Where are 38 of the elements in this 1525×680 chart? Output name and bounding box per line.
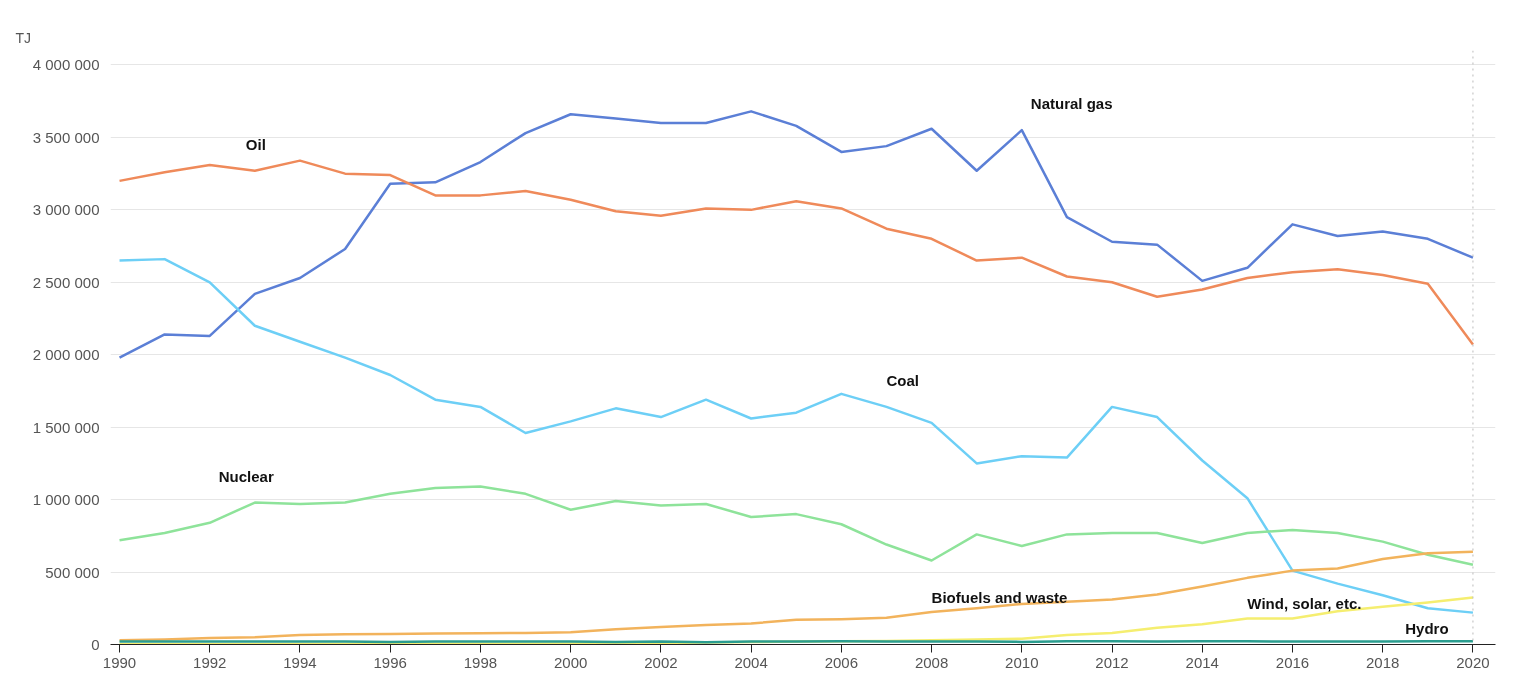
x-tick-label: 2020 [1456,653,1490,671]
x-tick-label: 1992 [193,653,227,671]
series-label: Wind, solar, etc. [1247,595,1362,613]
series-label: Oil [245,135,266,153]
y-tick-label: 1 500 000 [32,418,100,436]
y-tick-label: 4 000 000 [32,56,100,74]
x-tick-label: 2006 [824,653,859,671]
y-tick-label: 3 000 000 [32,201,100,219]
y-tick-label: 1 000 000 [32,491,100,509]
x-tick-label: 2010 [1005,653,1039,671]
line-series [118,485,1475,567]
y-tick-label: 3 500 000 [32,128,100,146]
x-tick-label: 1994 [283,653,317,671]
x-tick-label: 1998 [463,653,498,671]
y-tick-label: 500 000 [45,563,100,581]
line-series [118,257,1475,614]
series-label: Coal [886,371,919,389]
series-label: Hydro [1405,620,1449,638]
line-series [118,110,1475,359]
x-tick-label: 2000 [553,653,588,671]
y-axis-title: TJ [15,29,32,46]
x-tick-label: 2004 [734,653,768,671]
y-tick-label: 2 000 000 [32,346,100,364]
x-tick-label: 2002 [644,653,678,671]
x-tick-label: 2018 [1366,653,1400,671]
series-label: Natural gas [1030,95,1113,113]
x-tick-label: 2016 [1275,653,1310,671]
y-tick-label: 0 [91,636,100,653]
x-tick-label: 2012 [1095,653,1129,671]
x-tick-label: 2008 [914,653,949,671]
x-tick-label: 2014 [1185,653,1219,671]
y-tick-label: 2 500 000 [32,273,100,291]
line-series [118,550,1475,642]
series-label: Biofuels and waste [931,588,1068,606]
line-series [118,159,1475,346]
x-tick-label: 1990 [102,653,137,671]
x-tick-label: 1996 [373,653,407,671]
series-label: Nuclear [218,467,274,485]
